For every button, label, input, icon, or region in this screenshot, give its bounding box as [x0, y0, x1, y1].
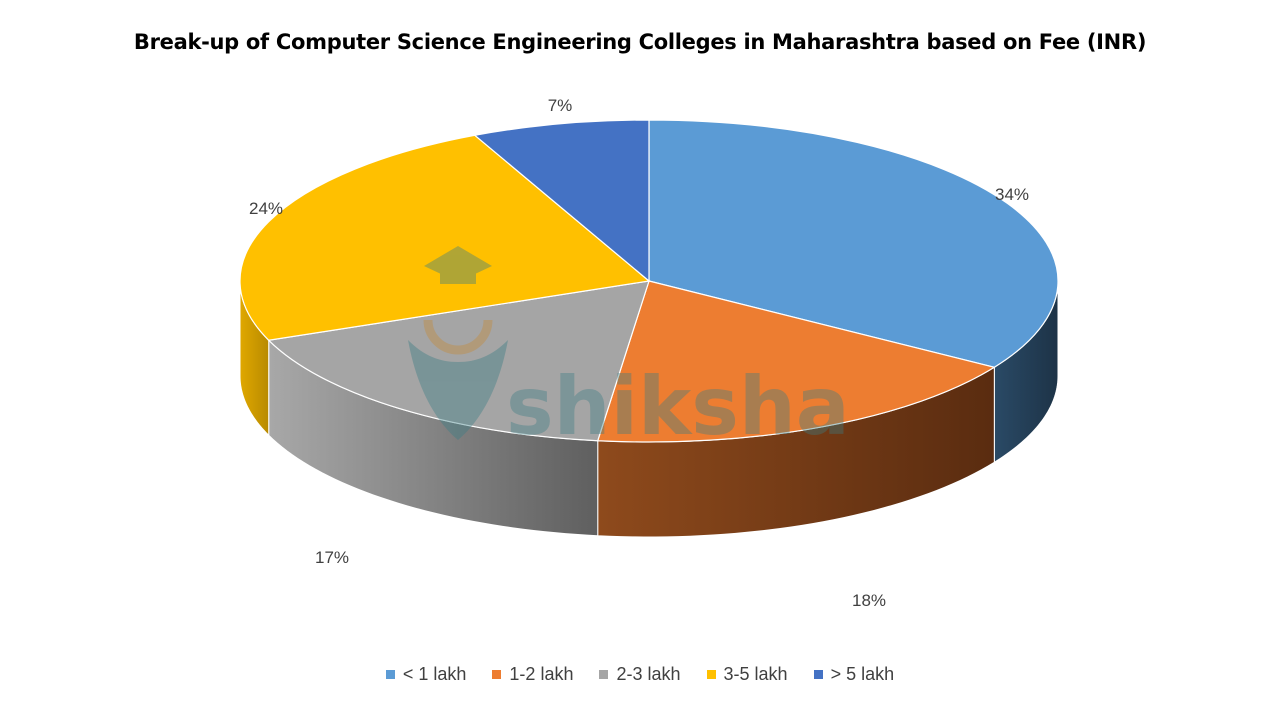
data-label-2-3-lakh: 17%	[315, 548, 349, 567]
legend: < 1 lakh 1-2 lakh 2-3 lakh 3-5 lakh > 5 lakh	[0, 664, 1280, 685]
legend-item-3-5-lakh: 3-5 lakh	[706, 664, 788, 685]
slice-2-3-lakh	[267, 280, 650, 442]
slice-1-2-lakh	[596, 280, 996, 443]
slice-1-lakh	[648, 119, 1059, 368]
legend-item-1-lakh: < 1 lakh	[385, 664, 467, 685]
data-label-3-5-lakh: 24%	[249, 199, 283, 218]
legend-swatch	[599, 670, 609, 679]
data-label-1-2-lakh: 18%	[852, 591, 886, 610]
legend-item-1-2-lakh: 1-2 lakh	[492, 664, 573, 685]
legend-label: 2-3 lakh	[616, 664, 681, 684]
legend-label: > 5 lakh	[830, 664, 895, 684]
legend-item-5-lakh: > 5 lakh	[813, 664, 895, 685]
watermark-text: shiksha	[506, 360, 850, 453]
pie-labels: 34% 18% 17% 24% 7%	[249, 96, 1029, 610]
legend-label: < 1 lakh	[402, 664, 467, 684]
legend-swatch	[813, 670, 823, 679]
legend-item-2-3-lakh: 2-3 lakh	[599, 664, 681, 685]
graduation-cap-icon	[408, 246, 508, 440]
legend-label: 3-5 lakh	[723, 664, 788, 684]
chart-title: Break-up of Computer Science Engineering…	[133, 30, 1147, 54]
pie-tops	[239, 119, 1059, 443]
legend-swatch	[706, 670, 716, 679]
legend-label: 1-2 lakh	[509, 664, 574, 684]
slice-5-lakh	[473, 119, 650, 283]
data-label-1-lakh: 34%	[995, 185, 1029, 204]
data-label-5-lakh: 7%	[548, 96, 573, 115]
slice-3-5-lakh	[239, 134, 651, 341]
watermark: shiksha	[408, 246, 850, 453]
legend-swatch	[492, 670, 502, 679]
legend-swatch	[385, 670, 395, 679]
